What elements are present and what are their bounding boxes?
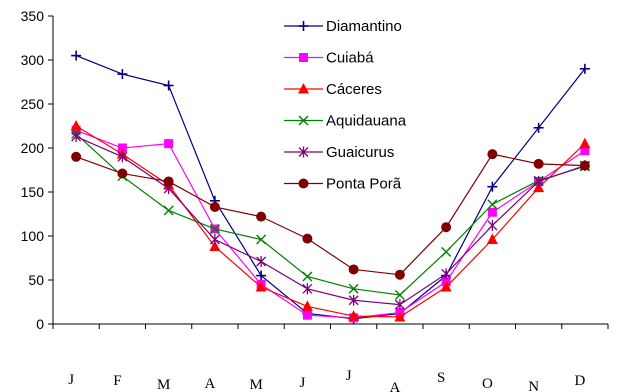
legend-label: Aquidauana — [326, 113, 407, 130]
legend-label: Cáceres — [326, 81, 382, 98]
legend-item: Guaicurus — [284, 144, 394, 161]
data-point — [164, 206, 173, 215]
x-tick-label: N — [528, 379, 539, 392]
data-point — [580, 161, 590, 171]
data-point — [303, 311, 312, 320]
data-point — [487, 149, 497, 159]
x-tick-label: J — [299, 375, 305, 391]
data-point — [303, 283, 312, 294]
legend-item: Cáceres — [284, 81, 382, 98]
data-point — [164, 176, 174, 186]
x-tick-label: J — [346, 368, 352, 384]
data-point — [302, 234, 312, 244]
y-tick-label: 0 — [36, 316, 44, 332]
legend-label: Ponta Porã — [326, 176, 402, 193]
legend-item: Cuiabá — [284, 50, 374, 67]
y-tick-label: 250 — [21, 96, 45, 112]
x-tick-label: A — [204, 376, 215, 392]
data-point — [210, 234, 219, 245]
y-tick-label: 300 — [21, 52, 45, 68]
data-point — [488, 208, 497, 217]
x-tick-label: M — [249, 377, 262, 392]
legend-marker — [299, 21, 309, 31]
data-point — [302, 300, 313, 311]
legend-marker — [298, 83, 309, 94]
x-tick-label: J — [68, 372, 74, 388]
legend-label: Cuiabá — [326, 50, 374, 67]
data-point — [117, 69, 127, 79]
data-point — [442, 268, 451, 279]
legend-item: Aquidauana — [284, 113, 407, 130]
data-point — [349, 264, 359, 274]
data-point — [164, 81, 174, 91]
legend-label: Guaicurus — [326, 144, 394, 161]
y-tick-label: 350 — [21, 8, 45, 24]
y-tick-label: 50 — [28, 272, 44, 288]
y-tick-label: 200 — [21, 140, 45, 156]
data-point — [579, 138, 590, 149]
data-point — [441, 222, 451, 232]
y-tick-label: 150 — [21, 184, 45, 200]
data-point — [71, 152, 81, 162]
x-tick-label: F — [113, 373, 121, 389]
x-tick-label: M — [157, 377, 170, 392]
legend-marker — [299, 53, 308, 62]
series-ponta-pora — [71, 149, 590, 280]
data-point — [303, 272, 312, 281]
data-point — [257, 235, 266, 244]
data-point — [488, 220, 497, 231]
data-point — [256, 212, 266, 222]
legend-item: Diamantino — [284, 18, 402, 35]
x-tick-label: S — [437, 370, 445, 386]
y-tick-label: 100 — [21, 228, 45, 244]
data-point — [164, 139, 173, 148]
data-point — [210, 202, 220, 212]
x-tick-label: A — [389, 380, 400, 392]
legend-marker — [299, 179, 309, 189]
data-point — [71, 120, 82, 131]
legend-item: Ponta Porã — [284, 176, 402, 193]
data-point — [257, 256, 266, 267]
series-line — [76, 154, 585, 275]
data-point — [395, 270, 405, 280]
legend-label: Diamantino — [326, 18, 402, 35]
data-point — [534, 159, 544, 169]
legend: Diamantino Cuiabá Cáceres Aquidauana Guaicur… — [284, 18, 407, 193]
x-tick-label: O — [482, 376, 493, 392]
data-point — [442, 247, 451, 256]
data-point — [117, 169, 127, 179]
data-point — [488, 200, 497, 209]
data-point — [71, 51, 81, 61]
x-tick-label: D — [574, 373, 585, 389]
